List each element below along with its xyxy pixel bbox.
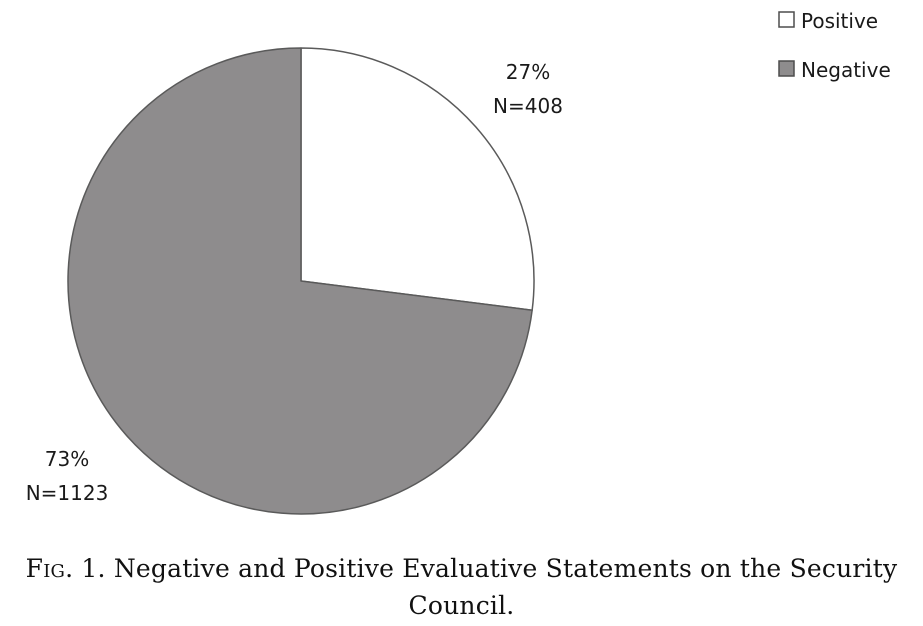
pie-slice-positive (300, 47, 535, 311)
figure-caption-text: Negative and Positive Evaluative Stateme… (113, 554, 898, 620)
pie-chart: 27% N=408 73% N=1123 Positive Negative (26, 9, 891, 515)
legend-label-positive: Positive (801, 9, 878, 33)
positive-n-label: N=408 (493, 94, 563, 118)
legend-swatch-negative (778, 60, 795, 77)
legend-item-negative: Negative (778, 58, 891, 82)
legend-label-negative: Negative (801, 58, 891, 82)
legend: Positive Negative (778, 9, 891, 82)
figure-number: Fig. 1. (25, 554, 106, 583)
negative-n-label: N=1123 (26, 481, 109, 505)
legend-item-positive: Positive (778, 9, 878, 33)
legend-swatch-positive (778, 11, 795, 28)
positive-percent-label: 27% (506, 60, 550, 84)
figure-caption: Fig. 1. Negative and Positive Evaluative… (0, 550, 923, 624)
pie-slices (67, 47, 535, 515)
negative-percent-label: 73% (45, 447, 89, 471)
pie-slice-negative (67, 47, 533, 515)
